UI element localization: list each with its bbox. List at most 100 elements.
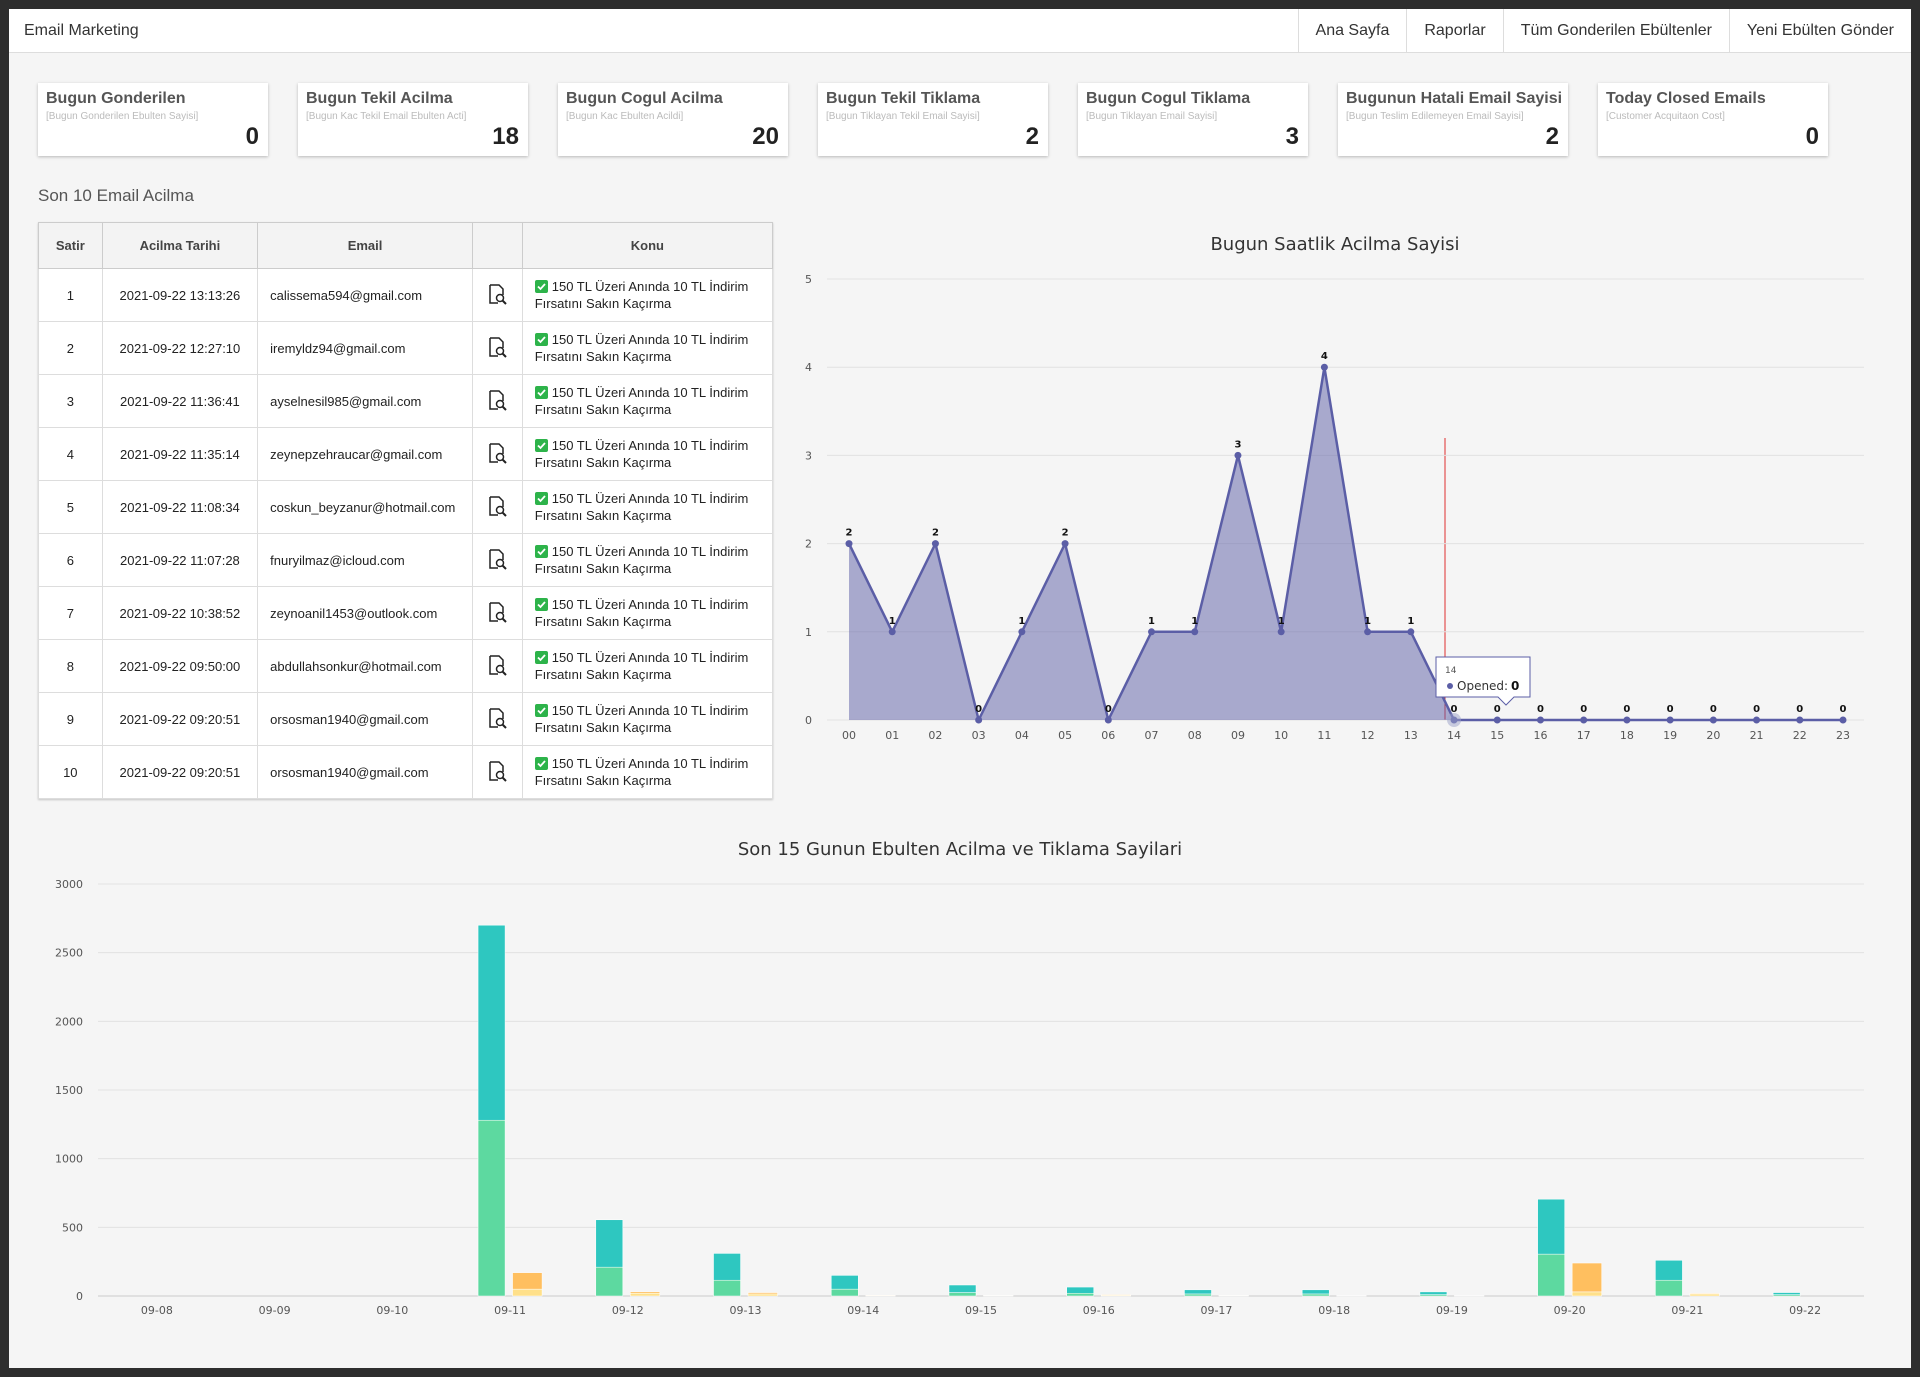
icon-part <box>489 284 499 304</box>
preview-icon[interactable] <box>486 389 508 414</box>
preview-cell <box>471 639 523 693</box>
icon-part <box>534 492 548 505</box>
point <box>888 628 896 636</box>
icon-part <box>490 654 505 666</box>
preview-icon[interactable] <box>486 336 508 361</box>
nav-link[interactable]: Yeni Ebülten Gönder <box>1728 9 1911 52</box>
icon-part <box>489 654 508 676</box>
preview-icon[interactable] <box>486 760 508 785</box>
subject: 150 TL Üzeri Anında 10 TL İndirim Fırsat… <box>534 597 749 629</box>
point <box>1839 716 1847 724</box>
email: zeynepzehraucar@gmail.com <box>257 427 473 481</box>
preview-icon[interactable] <box>486 283 508 308</box>
data-label: 0 <box>1494 704 1501 715</box>
data-label: 0 <box>1580 704 1587 715</box>
y-tick-label: 3000 <box>55 878 83 891</box>
email: zeynoanil1453@outlook.com <box>257 586 473 640</box>
bar-segment <box>1537 1198 1565 1255</box>
icon-part <box>489 760 508 782</box>
x-tick-label: 09-10 <box>376 1304 408 1317</box>
icon-part <box>502 564 508 570</box>
stat-card: Bugun Cogul Tiklama [Bugun Tiklayan Email… <box>1078 83 1308 156</box>
column-header: Acilma Tarihi <box>101 222 259 269</box>
card-title: Today Closed Emails <box>1606 90 1766 107</box>
check-icon <box>534 492 548 508</box>
bar-segment <box>1100 1294 1131 1296</box>
subject-cell: 150 TL Üzeri Anında 10 TL İndirim Fırsat… <box>521 533 774 587</box>
check-icon <box>534 545 548 561</box>
preview-icon[interactable] <box>486 601 508 626</box>
nav-link[interactable]: Raporlar <box>1406 9 1502 52</box>
stat-card: Bugun Cogul Acilma [Bugun Kac Ebulten Aci… <box>558 83 788 156</box>
preview-icon[interactable] <box>486 442 508 467</box>
email: calissema594@gmail.com <box>257 268 473 322</box>
bar-segment <box>1301 1293 1330 1297</box>
bar-segment <box>1571 1262 1602 1293</box>
table-row: 3 2021-09-22 11:36:41 ayselnesil985@gmail.… <box>38 374 774 428</box>
email: abdullahsonkur@hotmail.com <box>257 639 473 693</box>
row-number: 5 <box>38 480 103 534</box>
open-date: 2021-09-22 09:20:51 <box>101 745 259 799</box>
x-tick-label: 23 <box>1836 729 1850 742</box>
point <box>1796 716 1804 724</box>
nav-link[interactable]: Tüm Gonderilen Ebültenler <box>1502 9 1729 52</box>
icon-part <box>489 761 499 781</box>
bar-segment <box>1655 1279 1683 1297</box>
card-title: Bugun Tekil Tiklama <box>826 90 981 107</box>
icon-part <box>537 336 546 344</box>
email: orsosman1940@gmail.com <box>257 692 473 746</box>
icon-part <box>534 704 548 717</box>
preview-icon[interactable] <box>486 548 508 573</box>
x-tick-label: 09-20 <box>1554 1304 1586 1317</box>
nav-link[interactable]: Ana Sayfa <box>1297 9 1407 52</box>
icon-part <box>489 442 508 464</box>
icon-part <box>534 598 548 611</box>
email: fnuryilmaz@icloud.com <box>257 533 473 587</box>
x-tick-label: 21 <box>1750 729 1764 742</box>
icon-part <box>489 495 508 517</box>
preview-icon[interactable] <box>486 495 508 520</box>
line <box>847 366 1843 724</box>
bar-segment <box>512 1288 543 1297</box>
x-tick-label: 09-17 <box>1200 1304 1232 1317</box>
icon-part <box>489 283 508 305</box>
card-value: 2 <box>1545 123 1559 150</box>
card-title: Bugun Gonderilen <box>46 90 186 107</box>
tooltip-value: 0 <box>1511 679 1519 693</box>
subject: 150 TL Üzeri Anında 10 TL İndirim Fırsat… <box>534 332 749 364</box>
icon-part <box>502 723 508 729</box>
icon-part <box>490 389 505 401</box>
icon-part <box>534 333 548 346</box>
data-label: 3 <box>1234 439 1241 450</box>
check-icon <box>534 757 548 773</box>
data-label: 0 <box>1667 704 1674 715</box>
stat-card: Bugun Gonderilen [Bugun Gonderilen Ebulte… <box>38 83 268 156</box>
x-tick-label: 17 <box>1577 729 1591 742</box>
subject-cell: 150 TL Üzeri Anında 10 TL İndirim Fırsat… <box>521 268 774 322</box>
icon-part <box>489 655 499 675</box>
card-subtitle: [Bugun Teslim Edilemeyen Email Sayisi] <box>1346 111 1524 122</box>
y-tick-label: 2500 <box>55 947 83 960</box>
table-row: 10 2021-09-22 09:20:51 orsosman1940@gmail.… <box>38 745 774 799</box>
x-tick-label: 09-16 <box>1083 1304 1115 1317</box>
icon-part <box>502 405 508 411</box>
subject: 150 TL Üzeri Anında 10 TL İndirim Fırsat… <box>534 544 749 576</box>
preview-icon[interactable] <box>486 654 508 679</box>
open-date: 2021-09-22 11:08:34 <box>101 480 259 534</box>
x-tick-label: 09-13 <box>730 1304 762 1317</box>
brand[interactable]: Email Marketing <box>24 22 139 39</box>
card-subtitle: [Bugun Kac Ebulten Acildi] <box>566 111 684 122</box>
data-label: 0 <box>975 704 982 715</box>
row-number: 7 <box>38 586 103 640</box>
row-number: 10 <box>38 745 103 799</box>
icon-part <box>537 389 546 397</box>
subject-cell: 150 TL Üzeri Anında 10 TL İndirim Fırsat… <box>521 586 774 640</box>
point <box>1320 363 1328 371</box>
x-tick-label: 01 <box>885 729 899 742</box>
icon-part <box>496 452 505 461</box>
preview-cell <box>471 692 523 746</box>
preview-icon[interactable] <box>486 707 508 732</box>
data-label: 0 <box>1537 704 1544 715</box>
chart-title: Son 15 Gunun Ebulten Acilma ve Tiklama S… <box>738 839 1182 860</box>
subject-cell: 150 TL Üzeri Anında 10 TL İndirim Fırsat… <box>521 692 774 746</box>
